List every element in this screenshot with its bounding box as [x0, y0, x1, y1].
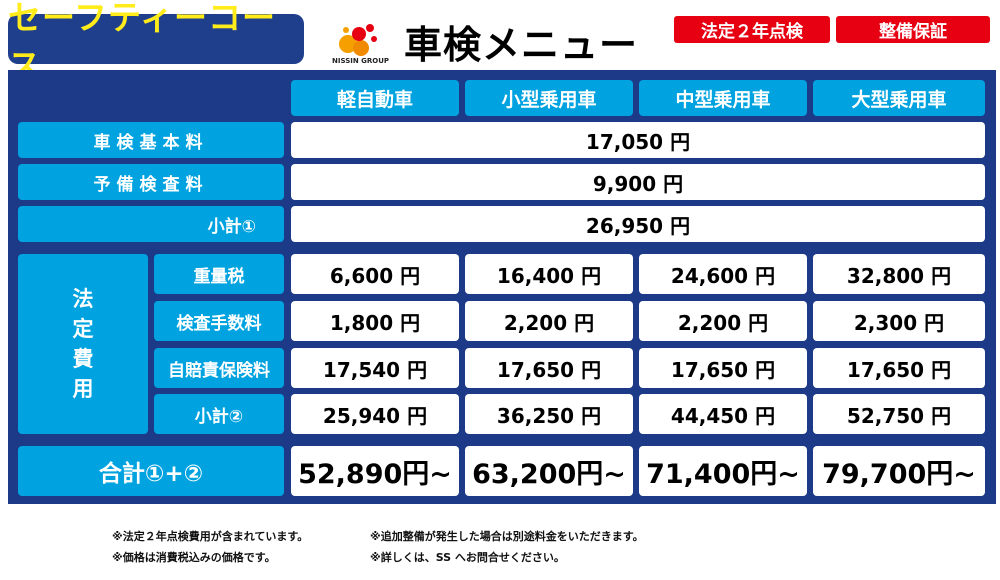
- badge-warranty: 整備保証: [836, 16, 990, 43]
- total-kei: 52,890円~: [291, 446, 459, 496]
- inspection-commission-small: 2,200 円: [465, 301, 633, 341]
- weight-tax-label: 重量税: [154, 254, 284, 294]
- legal-fees-char-3: 費: [72, 347, 94, 371]
- col-header-kei: 軽自動車: [291, 80, 459, 116]
- note-contact: ※詳しくは、SS へお問合せください。: [370, 551, 565, 564]
- subtotal2-kei: 25,940 円: [291, 394, 459, 434]
- subtotal2-small: 36,250 円: [465, 394, 633, 434]
- inspection-commission-medium: 2,200 円: [639, 301, 807, 341]
- note-tax-included: ※価格は消費税込みの価格です。: [112, 551, 276, 564]
- inspection-commission-large: 2,300 円: [813, 301, 985, 341]
- subtotal1-label: 小計①: [18, 206, 284, 242]
- liability-insurance-large: 17,650 円: [813, 348, 985, 388]
- base-fee-label: 車検基本料: [18, 122, 284, 158]
- note-inspection-included: ※法定２年点検費用が含まれています。: [112, 530, 309, 543]
- course-name: セーフティーコース: [8, 0, 277, 85]
- subtotal2-medium: 44,450 円: [639, 394, 807, 434]
- subtotal2-large: 52,750 円: [813, 394, 985, 434]
- legal-fees-char-1: 法: [72, 287, 94, 311]
- page-title: 車検メニュー: [404, 23, 639, 67]
- legal-fees-char-2: 定: [72, 317, 94, 341]
- inspection-fee-value: 9,900 円: [291, 164, 985, 200]
- subtotal2-label: 小計②: [154, 394, 284, 434]
- total-label: 合計①+②: [18, 446, 284, 496]
- subtotal1-value: 26,950 円: [291, 206, 985, 242]
- liability-insurance-kei: 17,540 円: [291, 348, 459, 388]
- weight-tax-large: 32,800 円: [813, 254, 985, 294]
- price-table: 軽自動車 小型乗用車 中型乗用車 大型乗用車 車検基本料 17,050 円 予備…: [8, 70, 996, 504]
- liability-insurance-medium: 17,650 円: [639, 348, 807, 388]
- logo-text: NISSIN GROUP: [332, 57, 390, 65]
- liability-insurance-small: 17,650 円: [465, 348, 633, 388]
- nissin-group-logo: [339, 24, 377, 56]
- col-header-medium: 中型乗用車: [639, 80, 807, 116]
- weight-tax-small: 16,400 円: [465, 254, 633, 294]
- liability-insurance-label: 自賠責保険料: [154, 348, 284, 388]
- note-additional-charges: ※追加整備が発生した場合は別途料金をいただきます。: [370, 530, 644, 543]
- total-large: 79,700円~: [813, 446, 985, 496]
- inspection-commission-label: 検査手数料: [154, 301, 284, 341]
- weight-tax-medium: 24,600 円: [639, 254, 807, 294]
- weight-tax-kei: 6,600 円: [291, 254, 459, 294]
- badge-inspection: 法定２年点検: [674, 16, 830, 43]
- legal-fees-group-label: 法 定 費 用: [18, 254, 148, 434]
- inspection-commission-kei: 1,800 円: [291, 301, 459, 341]
- legal-fees-char-4: 用: [72, 377, 94, 401]
- col-header-large: 大型乗用車: [813, 80, 985, 116]
- col-header-small: 小型乗用車: [465, 80, 633, 116]
- base-fee-value: 17,050 円: [291, 122, 985, 158]
- total-small: 63,200円~: [465, 446, 633, 496]
- inspection-fee-label: 予備検査料: [18, 164, 284, 200]
- course-name-banner: セーフティーコース: [8, 0, 304, 85]
- total-medium: 71,400円~: [639, 446, 807, 496]
